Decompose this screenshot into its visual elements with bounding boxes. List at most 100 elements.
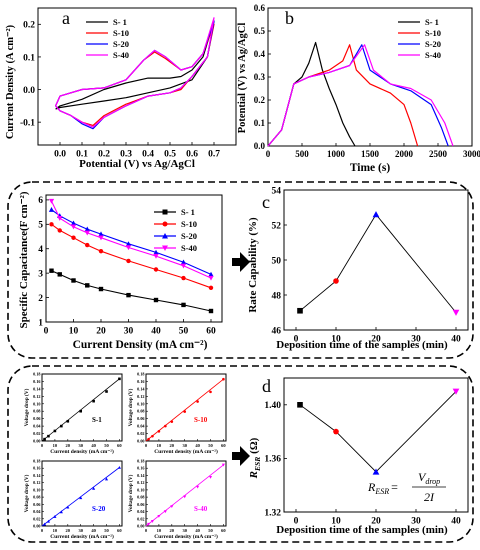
panel-d-xtick-label: 40	[451, 517, 461, 527]
panel-a-plot: 0.0 0.1 0.2 0.3 0.4 0.5 0.6 0.7 -0.1 0.0 0.1 0.2 S- …	[20, 7, 237, 160]
small-plot-frame	[41, 460, 123, 527]
panel-a-ytick-label: 0.2	[23, 21, 35, 31]
small-plot-point	[104, 477, 109, 481]
panel-c-point	[372, 211, 380, 218]
panel-a-xtick-label: 0.7	[208, 150, 220, 160]
svg-text:RESR=: RESR =	[367, 480, 398, 496]
panel-a-xtick-label: 0.2	[98, 150, 110, 160]
panel-left-c-point	[208, 285, 214, 291]
small-plot-point	[66, 505, 70, 509]
panel-d-letter: d	[262, 376, 271, 396]
panel-left-c-frame	[45, 194, 223, 323]
small-plot-xtick-label: 20	[170, 443, 175, 448]
panel-left-c-point	[98, 286, 104, 292]
panel-left-c-plot: 0 10 20 30 40 50 60 1 2 3 4 5 6 S- 1 S-10 S-20 S-40	[38, 194, 223, 337]
small-plot-ytick-label: 0.02	[137, 516, 144, 521]
small-plot-point	[79, 496, 83, 500]
panel-left-c-ytick-label: 4	[38, 245, 43, 255]
small-plot-point	[157, 430, 161, 433]
small-plot-point	[53, 429, 57, 433]
small-plot-point	[183, 495, 187, 499]
panel-left-c-xlabel: Current Density (mA cm⁻²)	[73, 339, 208, 351]
panel-a-legend-label: S- 1	[113, 17, 127, 27]
panel-d: d Deposition time of the samples (min) R…	[248, 376, 469, 536]
panel-b-xtick-label: 0	[266, 149, 271, 159]
esr-formula: RESR = Vdrop 2I	[367, 470, 446, 504]
small-plot-xtick-label: 50	[104, 443, 109, 448]
panel-left-c-ytick-label: 2	[38, 294, 43, 304]
small-plot-ytick-label: 0.06	[137, 502, 144, 507]
bottom-dashed-frame	[7, 365, 474, 543]
small-plot-point	[53, 515, 57, 518]
panel-left-c-point	[84, 230, 90, 236]
small-plot-point	[183, 410, 187, 413]
panel-left-c-point	[208, 275, 214, 281]
panel-left-c-point	[180, 263, 187, 269]
panel-b-legend-label: S-20	[425, 39, 441, 49]
small-plot-ytick-label: 0.16	[33, 379, 40, 384]
small-plot-xtick-label: 20	[66, 443, 71, 448]
panel-left-c-point	[98, 248, 104, 254]
small-plot-xlabel: Current density (mA cm⁻²)	[154, 448, 218, 455]
small-plot-point	[147, 437, 150, 441]
panel-left-c-ytick-label: 3	[38, 269, 43, 279]
panel-d-point	[297, 402, 303, 408]
small-plot-ylabel: Voltage drop (V)	[23, 388, 30, 426]
small-plot-point	[208, 475, 213, 479]
panel-left-c-xtick-label: 40	[151, 327, 161, 337]
small-plot-xtick-label: 60	[117, 528, 122, 533]
panel-c-ylabel: Rate Capability (%)	[247, 217, 259, 313]
panel-d-xtick-label: 10	[331, 517, 341, 527]
panel-a-xtick-label: 0.3	[120, 150, 132, 160]
panel-c: c Deposition time of the samples (min) R…	[247, 186, 469, 351]
small-plot-xlabel: Current density (mA cm⁻²)	[154, 533, 218, 540]
small-plot-point	[163, 510, 167, 514]
panel-c-letter: c	[262, 192, 270, 212]
small-plot-ytick-label: 0.06	[33, 416, 40, 421]
small-plot-point	[60, 424, 63, 428]
small-plot-xtick-label: 20	[170, 528, 175, 533]
small-plot-ytick-label: 0.00	[33, 524, 40, 529]
panel-a-ytick-label: -0.1	[20, 118, 35, 128]
small-plot-ytick-label: 0.14	[137, 386, 145, 391]
panel-left-c-point	[57, 272, 62, 277]
panel-left-c-point	[70, 224, 77, 230]
small-plot-s-20: 0 10 20 30 40 50 60 0.00 0.02 0.04 0.06 0.08 0.10 0.1…	[23, 459, 123, 540]
small-plot-point	[164, 424, 167, 428]
panel-b-legend-label: S-40	[425, 50, 441, 60]
small-plot-xtick-label: 40	[91, 443, 96, 448]
small-plot-ytick-label: 0.12	[137, 394, 144, 399]
panel-a-xtick-label: 0.6	[186, 150, 198, 160]
small-plot-xlabel: Current density (mA cm⁻²)	[50, 448, 114, 455]
panel-left-c-xtick-label: 10	[69, 327, 79, 337]
small-plot-ylabel: Voltage drop (V)	[127, 388, 134, 426]
panel-left-c-legend-label: S-40	[181, 243, 197, 253]
small-plot-xtick-label: 40	[195, 528, 200, 533]
panel-left-c-point	[48, 207, 55, 212]
panel-b-ytick-label: 0.3	[254, 72, 266, 82]
small-plot-xtick-label: 30	[78, 443, 83, 448]
panel-d-ylabel-sub: ESR	[253, 457, 262, 472]
panel-b-ytick-label: 0.5	[254, 26, 266, 36]
panel-left-c-point	[70, 220, 77, 226]
small-plot-point	[79, 409, 83, 413]
panel-b-ytick-label: 0.6	[254, 3, 266, 13]
panel-left-c-point	[48, 198, 55, 204]
panel-a-frame	[37, 7, 237, 146]
small-plot-xtick-label: 40	[195, 443, 200, 448]
panel-left-c-legend-marker	[162, 221, 168, 227]
svg-text:RESR(Ω): RESR (Ω)	[248, 437, 262, 479]
panel-c-point	[297, 307, 303, 314]
panel-left-c-point	[208, 308, 214, 314]
small-plot-xtick-label: 50	[208, 528, 213, 533]
small-plot-xtick-label: 0	[145, 443, 148, 448]
panel-d-xtick-label: 20	[371, 517, 381, 527]
panel-left-c-point	[126, 292, 131, 298]
panel-left-c-point	[71, 278, 76, 283]
small-plot-ytick-label: 0.08	[33, 409, 40, 414]
panel-d-point	[452, 388, 460, 395]
middle-dashed-frame	[7, 181, 474, 359]
panel-b-xtick-label: 1000	[327, 149, 346, 159]
small-plot-point	[105, 390, 108, 393]
